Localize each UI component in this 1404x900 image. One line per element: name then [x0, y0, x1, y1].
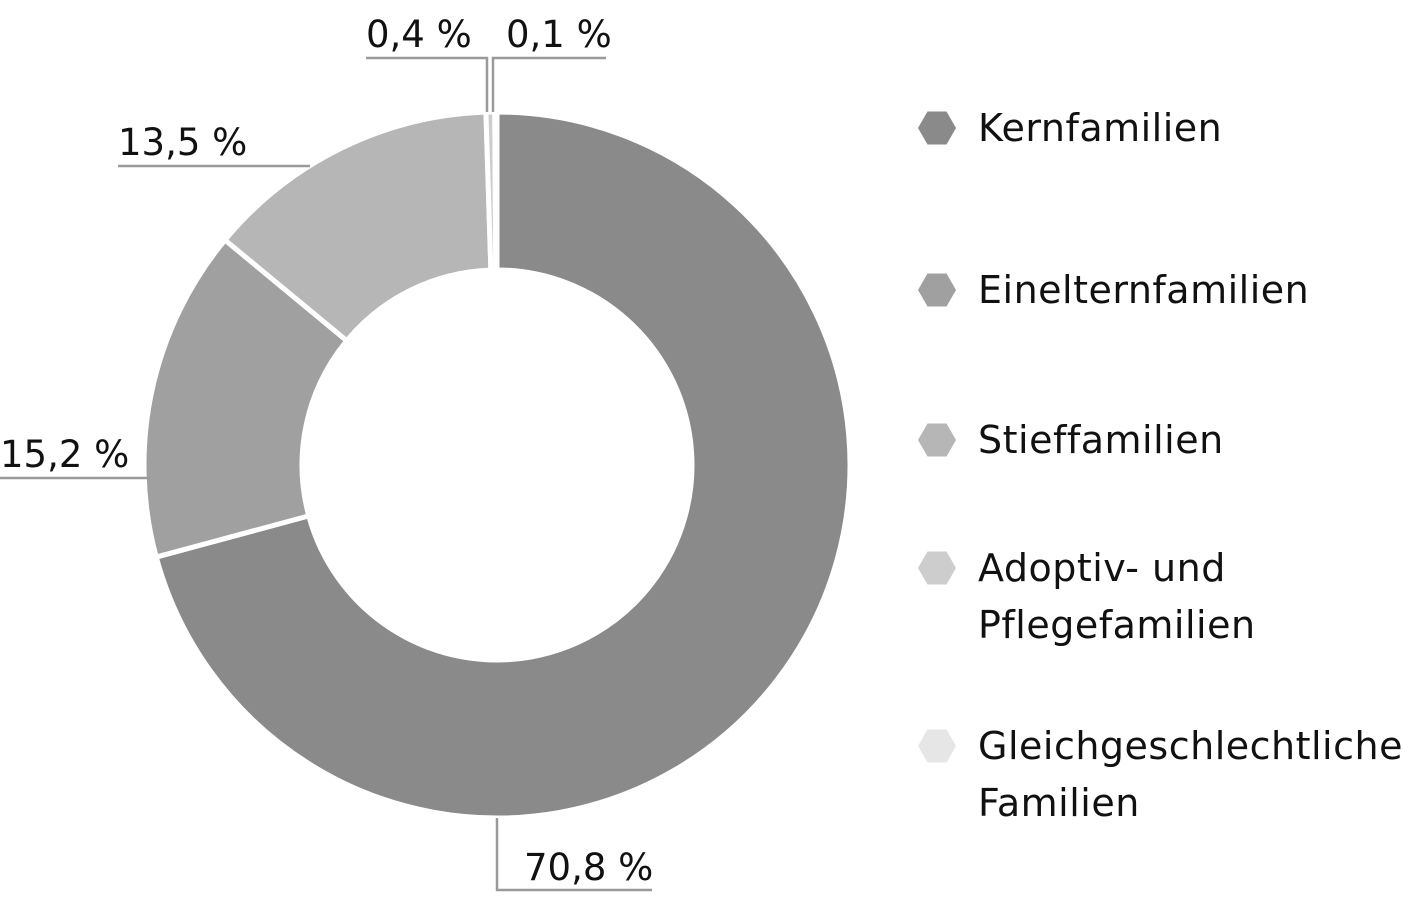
legend-label: Pflegefamilien [978, 603, 1256, 647]
legend-hexagon-icon [918, 273, 956, 307]
legend-label: Einelternfamilien [978, 268, 1309, 312]
legend-label: Familien [978, 781, 1140, 825]
pct-label-adoptiv-und-pflegefamilien: 0,4 % [366, 13, 472, 56]
legend-hexagon-icon [918, 111, 956, 145]
legend-label: Kernfamilien [978, 106, 1222, 150]
leader-line-gleichgeschlechtliche-familien [491, 56, 606, 112]
legend-label: Adoptiv- und [978, 546, 1226, 590]
slice-gleichgeschlechtliche-familien [492, 109, 500, 273]
leader-lines [0, 56, 652, 892]
legend-hexagon-icon [918, 551, 956, 585]
donut-slices [141, 109, 853, 821]
slice-einelternfamilien [141, 236, 351, 561]
legend-label: Gleichgeschlechtliche [978, 724, 1403, 768]
pct-label-einelternfamilien: 15,2 % [0, 433, 129, 476]
slice-stieffamilien [221, 109, 494, 345]
leader-line-adoptiv-und-pflegefamilien [366, 56, 489, 112]
percentage-labels: 70,8 % 15,2 % 13,5 % 0,4 % 0,1 % [0, 13, 653, 889]
pct-label-kernfamilien: 70,8 % [524, 846, 653, 889]
legend: Kernfamilien Einelternfamilien Stieffamili… [918, 106, 1403, 825]
leader-line-kernfamilien [495, 818, 652, 892]
legend-hexagon-icon [918, 423, 956, 457]
pct-label-stieffamilien: 13,5 % [118, 121, 247, 164]
pct-label-gleichgeschlechtliche-familien: 0,1 % [506, 13, 612, 56]
legend-label: Stieffamilien [978, 418, 1224, 462]
slice-kernfamilien [153, 109, 853, 821]
legend-hexagon-icon [918, 729, 956, 763]
